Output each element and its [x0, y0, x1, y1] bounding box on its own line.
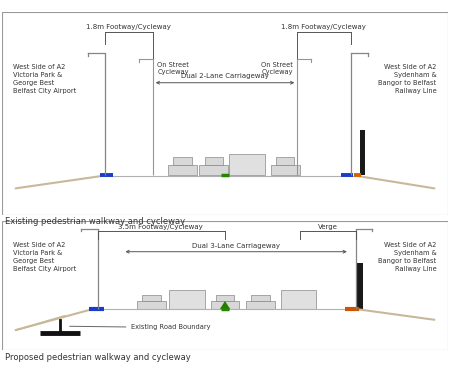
Bar	[357, 264, 363, 309]
Bar	[173, 157, 192, 165]
Text: Dual 2-Lane Carriageway: Dual 2-Lane Carriageway	[181, 73, 269, 79]
Text: Existing pedestrian walkway and cycleway: Existing pedestrian walkway and cycleway	[5, 217, 185, 226]
Text: West Side of A2
Victoria Park &
George Best
Belfast City Airport: West Side of A2 Victoria Park & George B…	[14, 242, 76, 272]
Bar	[199, 165, 228, 175]
Bar	[360, 130, 365, 175]
Text: Proposed pedestrian walkway and cycleway: Proposed pedestrian walkway and cycleway	[5, 353, 191, 362]
Text: 1.8m Footway/Cycleway: 1.8m Footway/Cycleway	[281, 24, 366, 30]
Bar	[246, 301, 275, 309]
Bar	[230, 154, 265, 175]
Text: West Side of A2
Sydenham &
Bangor to Belfast
Railway Line: West Side of A2 Sydenham & Bangor to Bel…	[378, 63, 436, 94]
Bar	[276, 157, 294, 165]
Bar	[281, 290, 316, 309]
Bar	[205, 157, 223, 165]
Bar	[168, 165, 197, 175]
Text: 1.8m Footway/Cycleway: 1.8m Footway/Cycleway	[86, 24, 171, 30]
Text: West Side of A2
Victoria Park &
George Best
Belfast City Airport: West Side of A2 Victoria Park & George B…	[14, 63, 76, 94]
Bar	[270, 165, 300, 175]
Text: Verge: Verge	[318, 224, 338, 229]
Text: On Street
Cycleway: On Street Cycleway	[261, 62, 292, 75]
Bar	[211, 301, 239, 309]
Bar	[137, 301, 166, 309]
Text: 3.5m Footway/Cycleway: 3.5m Footway/Cycleway	[118, 224, 203, 229]
Bar	[216, 295, 234, 301]
Text: West Side of A2
Sydenham &
Bangor to Belfast
Railway Line: West Side of A2 Sydenham & Bangor to Bel…	[378, 242, 436, 272]
Polygon shape	[220, 301, 230, 309]
Text: Dual 3-Lane Carriageway: Dual 3-Lane Carriageway	[192, 243, 280, 249]
Bar	[169, 290, 205, 309]
Bar	[142, 295, 161, 301]
Text: On Street
Cycleway: On Street Cycleway	[158, 62, 189, 75]
Text: Existing Road Boundary: Existing Road Boundary	[70, 324, 211, 330]
Bar	[252, 295, 270, 301]
